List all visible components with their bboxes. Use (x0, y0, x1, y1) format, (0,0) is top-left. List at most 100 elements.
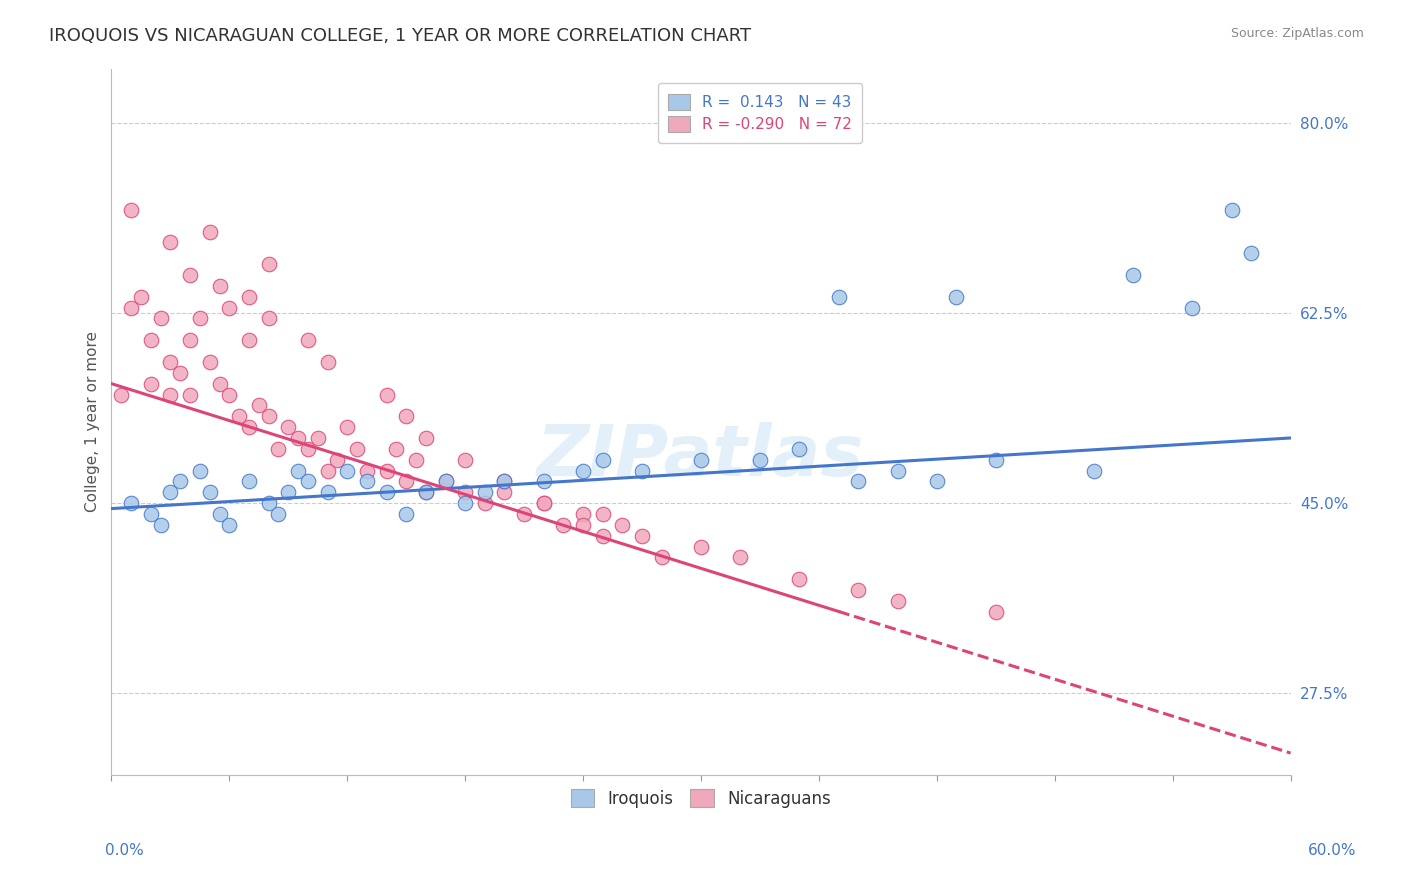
Point (139, 333, 162, 347)
Point (267, 442, 290, 456)
Point (159, 355, 181, 369)
Point (434, 475, 457, 489)
Point (277, 485, 299, 500)
Point (257, 496, 280, 510)
Point (238, 333, 260, 347)
Point (179, 387, 201, 401)
Point (267, 507, 290, 521)
Point (846, 583, 869, 598)
Point (787, 442, 810, 456)
Point (198, 355, 221, 369)
Point (494, 475, 516, 489)
Point (218, 517, 240, 532)
Text: Source: ZipAtlas.com: Source: ZipAtlas.com (1230, 27, 1364, 40)
Point (129, 290, 152, 304)
Point (238, 475, 260, 489)
Point (1240, 246, 1263, 260)
Point (375, 485, 398, 500)
Text: IROQUOIS VS NICARAGUAN COLLEGE, 1 YEAR OR MORE CORRELATION CHART: IROQUOIS VS NICARAGUAN COLLEGE, 1 YEAR O… (49, 27, 751, 45)
Point (297, 333, 319, 347)
Text: 0.0%: 0.0% (105, 843, 145, 858)
Point (257, 257, 280, 271)
Point (375, 464, 398, 478)
Point (120, 301, 142, 315)
Point (110, 387, 132, 401)
Point (159, 485, 181, 500)
Point (169, 366, 191, 380)
Point (218, 301, 240, 315)
Point (984, 452, 1007, 467)
Point (749, 452, 772, 467)
Point (297, 442, 319, 456)
Legend: Iroquois, Nicaraguans: Iroquois, Nicaraguans (562, 781, 839, 816)
Point (346, 442, 368, 456)
Point (287, 431, 309, 445)
Point (149, 517, 172, 532)
Point (572, 464, 595, 478)
Point (827, 290, 849, 304)
Point (218, 387, 240, 401)
Point (208, 376, 231, 391)
Point (375, 387, 398, 401)
Point (395, 507, 418, 521)
Point (316, 464, 339, 478)
Point (415, 485, 437, 500)
Point (179, 333, 201, 347)
Point (945, 290, 967, 304)
Point (395, 475, 418, 489)
Point (631, 464, 654, 478)
Point (326, 452, 349, 467)
Point (572, 517, 595, 532)
Point (592, 452, 614, 467)
Point (247, 398, 270, 412)
Point (188, 311, 211, 326)
Point (188, 464, 211, 478)
Point (533, 496, 555, 510)
Point (572, 507, 595, 521)
Point (494, 485, 516, 500)
Point (336, 464, 359, 478)
Point (846, 475, 869, 489)
Point (1122, 268, 1144, 282)
Point (434, 475, 457, 489)
Point (454, 452, 477, 467)
Point (395, 409, 418, 424)
Point (787, 572, 810, 586)
Text: ZIPatlas: ZIPatlas (537, 423, 865, 491)
Point (415, 431, 437, 445)
Point (120, 202, 142, 217)
Point (730, 550, 752, 565)
Point (228, 409, 250, 424)
Point (1083, 464, 1105, 478)
Point (307, 431, 329, 445)
Point (984, 605, 1007, 619)
Point (415, 485, 437, 500)
Point (149, 311, 172, 326)
Point (631, 529, 654, 543)
Point (454, 485, 477, 500)
Point (159, 387, 181, 401)
Point (592, 529, 614, 543)
Point (139, 376, 162, 391)
Point (533, 496, 555, 510)
Point (612, 517, 634, 532)
Point (356, 475, 378, 489)
Point (454, 496, 477, 510)
Point (287, 464, 309, 478)
Point (925, 475, 948, 489)
Point (690, 452, 713, 467)
Point (385, 442, 408, 456)
Point (474, 496, 496, 510)
Point (494, 475, 516, 489)
Point (1220, 202, 1243, 217)
Point (277, 420, 299, 434)
Point (592, 507, 614, 521)
Point (336, 420, 359, 434)
Point (198, 225, 221, 239)
Point (474, 485, 496, 500)
Point (356, 464, 378, 478)
Point (553, 517, 575, 532)
Point (198, 485, 221, 500)
Text: 60.0%: 60.0% (1309, 843, 1357, 858)
Point (533, 475, 555, 489)
